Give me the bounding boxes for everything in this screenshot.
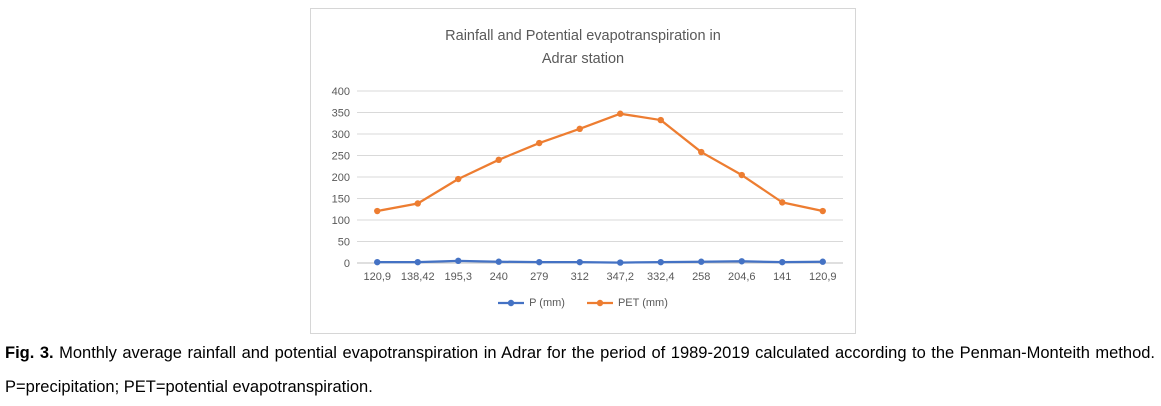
svg-text:141: 141 — [773, 271, 791, 283]
series-petmm — [374, 110, 826, 215]
gridlines — [357, 90, 843, 264]
y-axis-labels: 0 50 100 150 200 250 300 350 400 — [332, 86, 350, 270]
chart-title: Rainfall and Potential evapotranspiratio… — [311, 25, 855, 71]
svg-text:279: 279 — [530, 271, 548, 283]
chart-plot-area: 0 50 100 150 200 250 300 350 400 120,9 138,42 195,3… — [332, 86, 843, 283]
svg-text:195,3: 195,3 — [444, 271, 472, 283]
figure-caption-text: Monthly average rainfall and potential e… — [5, 344, 1156, 396]
svg-text:200: 200 — [332, 172, 350, 184]
svg-text:138,42: 138,42 — [401, 271, 435, 283]
svg-text:204,6: 204,6 — [728, 271, 756, 283]
svg-text:400: 400 — [332, 86, 350, 98]
legend-label-p: P (mm) — [529, 297, 565, 309]
svg-text:0: 0 — [344, 258, 350, 270]
svg-text:332,4: 332,4 — [647, 271, 675, 283]
legend-marker-p-icon — [498, 299, 525, 307]
figure-chart: Rainfall and Potential evapotranspiratio… — [310, 8, 856, 334]
svg-text:240: 240 — [490, 271, 508, 283]
svg-text:120,9: 120,9 — [363, 271, 391, 283]
svg-text:50: 50 — [338, 237, 350, 249]
svg-text:347,2: 347,2 — [606, 271, 634, 283]
legend-item-pet: PET (mm) — [586, 297, 668, 309]
svg-text:312: 312 — [571, 271, 589, 283]
legend-item-p: P (mm) — [498, 297, 565, 309]
legend-label-pet: PET (mm) — [617, 297, 668, 309]
svg-text:258: 258 — [692, 271, 710, 283]
svg-text:250: 250 — [332, 151, 350, 163]
svg-text:120,9: 120,9 — [809, 271, 837, 283]
figure-caption: Fig. 3. Monthly average rainfall and pot… — [5, 336, 1155, 404]
chart-title-line1: Rainfall and Potential evapotranspiratio… — [445, 28, 721, 44]
series-pmm — [374, 257, 826, 266]
figure-caption-label: Fig. 3. — [5, 344, 54, 362]
chart-legend: P (mm) PET (mm) — [311, 297, 855, 309]
chart-title-line2: Adrar station — [541, 51, 625, 67]
svg-text:300: 300 — [332, 129, 350, 141]
x-axis-labels: 120,9 138,42 195,3 240 279 312 347,2 332,4 258 20… — [363, 271, 836, 283]
legend-marker-pet-icon — [586, 299, 613, 307]
svg-text:100: 100 — [332, 215, 350, 227]
svg-text:150: 150 — [332, 194, 350, 206]
svg-text:350: 350 — [332, 108, 350, 120]
